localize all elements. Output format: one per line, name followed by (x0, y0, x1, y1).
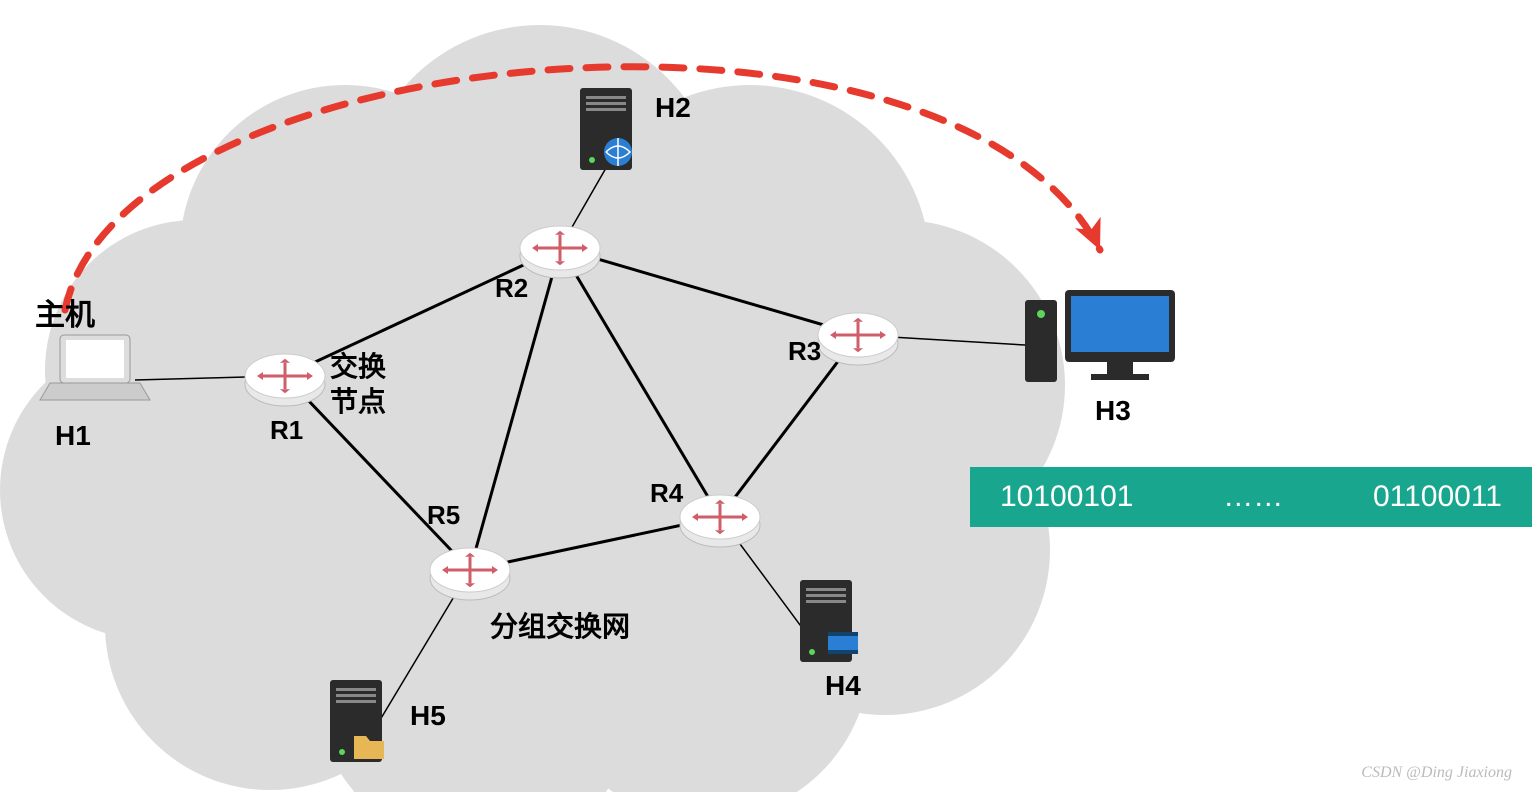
label-R3: R3 (788, 336, 821, 367)
annotation-0: 主机 (35, 290, 95, 334)
cloud (0, 25, 1065, 792)
label-R2: R2 (495, 273, 528, 304)
router-R2 (520, 226, 600, 278)
label-R5: R5 (427, 500, 460, 531)
host-H2 (580, 88, 632, 170)
label-H3: H3 (1095, 395, 1131, 427)
router-R1 (245, 354, 325, 406)
host-H5 (330, 680, 384, 762)
label-R1: R1 (270, 415, 303, 446)
label-H1: H1 (55, 420, 91, 452)
label-H4: H4 (825, 670, 861, 702)
router-R4 (680, 495, 760, 547)
packet-left: 10100101 (1000, 480, 1133, 514)
annotation-3: 分组交换网 (490, 605, 630, 645)
router-R5 (430, 548, 510, 600)
packet-mid: …… (1223, 480, 1283, 514)
data-packet-box: 10100101 …… 01100011 (970, 467, 1532, 527)
annotation-1: 交换 (330, 345, 386, 385)
label-H5: H5 (410, 700, 446, 732)
label-R4: R4 (650, 478, 683, 509)
router-R3 (818, 313, 898, 365)
host-H4 (800, 580, 858, 662)
watermark: CSDN @Ding Jiaxiong (1361, 764, 1512, 782)
host-H3 (1025, 290, 1175, 382)
annotation-2: 节点 (330, 380, 386, 420)
packet-right: 01100011 (1373, 480, 1502, 514)
label-H2: H2 (655, 92, 691, 124)
